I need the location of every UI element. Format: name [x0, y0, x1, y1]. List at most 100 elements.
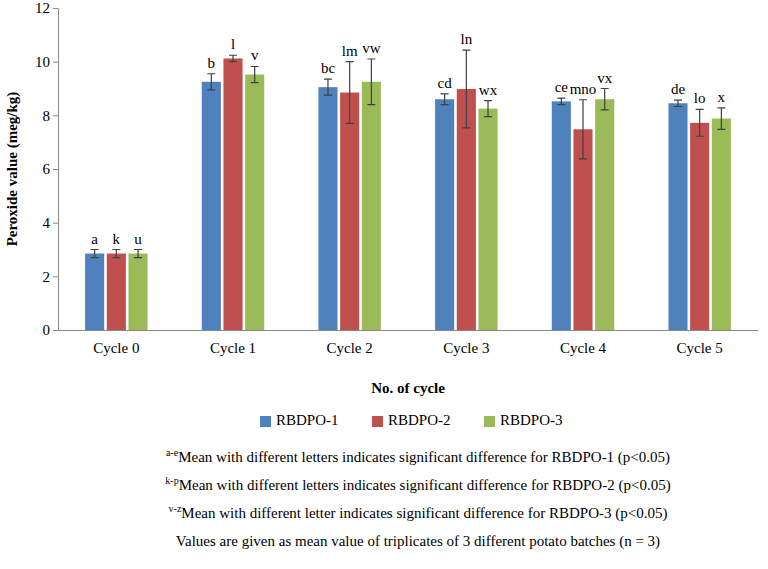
x-tick: Cycle 0 [93, 330, 139, 356]
bar [435, 99, 454, 330]
error-bar [579, 100, 587, 159]
bar [128, 254, 147, 330]
legend-item: RBDPO-1 [260, 412, 339, 428]
error-bar [346, 62, 354, 124]
footnote-text: Mean with different letters indicates si… [179, 477, 671, 494]
bar [245, 75, 264, 330]
y-tick-label: 0 [43, 322, 51, 338]
y-tick-label: 4 [43, 215, 51, 231]
significance-letter: u [134, 231, 142, 247]
legend-swatch [260, 416, 271, 427]
significance-letter: lm [342, 43, 358, 59]
y-axis-line [58, 9, 59, 331]
error-bar [91, 250, 99, 258]
footnote-superscript: a-e [166, 447, 179, 458]
bar [668, 103, 687, 330]
error-bar [462, 50, 470, 128]
y-tick: 2 [43, 269, 59, 285]
x-tick: Cycle 2 [327, 330, 373, 356]
error-bar [696, 109, 704, 136]
legend: RBDPO-1 RBDPO-2 RBDPO-3 [260, 412, 563, 428]
series [128, 59, 730, 330]
y-tick: 6 [43, 161, 59, 177]
legend-item: RBDPO-2 [372, 412, 451, 428]
legend-swatch [372, 416, 383, 427]
series [85, 74, 687, 330]
bar [223, 58, 242, 330]
x-tick-label: Cycle 3 [443, 340, 489, 356]
x-tick-label: Cycle 5 [677, 340, 723, 356]
y-tick: 10 [35, 54, 58, 70]
error-bar [484, 101, 492, 117]
significance-letter: b [208, 55, 216, 71]
y-tick-label: 10 [35, 54, 50, 70]
legend-item: RBDPO-3 [484, 412, 563, 428]
legend-label: RBDPO-1 [276, 412, 339, 428]
y-tick-mark [53, 8, 58, 9]
y-axis: 0 2 4 6 8 10 12 [35, 0, 59, 338]
legend-swatch [484, 416, 495, 427]
error-bar [134, 250, 142, 258]
error-bar [367, 59, 375, 105]
bar [340, 93, 359, 330]
footnote-text: Mean with different letters indicates si… [178, 449, 670, 466]
footnote-superscript: k-p [165, 475, 178, 486]
significance-letter: de [671, 81, 686, 97]
significance-letter: x [718, 89, 726, 105]
bar [690, 123, 709, 330]
error-bar [557, 98, 565, 104]
x-tick: Cycle 5 [677, 330, 723, 356]
y-axis-title: Peroxide value (meg/kg) [4, 92, 21, 247]
significance-letter: a [91, 231, 98, 247]
significance-letter: bc [321, 60, 336, 76]
error-bar [229, 55, 237, 61]
series [107, 50, 709, 330]
legend-label: RBDPO-2 [388, 412, 451, 428]
x-axis-title: No. of cycle [371, 380, 445, 396]
significance-letter: vw [362, 40, 381, 56]
significance-letter: cd [438, 75, 453, 91]
marks [85, 50, 731, 330]
significance-letter: lo [694, 90, 706, 106]
x-tick-label: Cycle 4 [560, 340, 607, 356]
error-bar [441, 94, 449, 105]
bar [202, 82, 221, 330]
x-tick-label: Cycle 0 [93, 340, 139, 356]
footnote: v-zMean with different letter indicates … [169, 503, 668, 522]
error-bar [112, 250, 120, 258]
bar [552, 101, 571, 330]
bar [362, 82, 381, 330]
chart: 0 2 4 6 8 10 12 Cycle 0 Cycle 1 Cycle 2 Cycle 3 Cyc… [0, 0, 768, 569]
bar [712, 119, 731, 330]
bar [85, 254, 104, 330]
legend-label: RBDPO-3 [500, 412, 563, 428]
y-tick: 12 [35, 0, 58, 16]
significance-letter: mno [570, 81, 597, 97]
x-tick-label: Cycle 1 [210, 340, 256, 356]
x-tick: Cycle 4 [560, 330, 607, 356]
letters: abbccdcedekllmlnmnolouvvwwxvxx [91, 31, 725, 246]
significance-letter: v [251, 47, 259, 63]
y-tick-label: 2 [43, 269, 51, 285]
bar [478, 109, 497, 330]
significance-letter: vx [597, 70, 613, 86]
error-bar [251, 66, 259, 82]
error-bar [717, 108, 725, 129]
error-bar [324, 79, 332, 95]
y-tick: 4 [43, 215, 59, 231]
x-tick-label: Cycle 2 [327, 340, 373, 356]
y-tick: 0 [43, 322, 59, 338]
bar [107, 254, 126, 330]
significance-letter: ln [460, 31, 472, 47]
footnote: k-pMean with different letters indicates… [165, 475, 670, 494]
footnote-text: Values are given as mean value of tripli… [176, 533, 660, 550]
y-tick-mark [53, 62, 58, 63]
y-tick-mark [53, 223, 58, 224]
significance-letter: ce [555, 79, 569, 95]
x-tick: Cycle 1 [210, 330, 256, 356]
bar [595, 99, 614, 330]
footnote-text: Mean with different letter indicates sig… [181, 505, 667, 522]
error-bar [674, 100, 682, 106]
y-tick: 8 [43, 108, 59, 124]
footnote: Values are given as mean value of tripli… [176, 533, 660, 550]
